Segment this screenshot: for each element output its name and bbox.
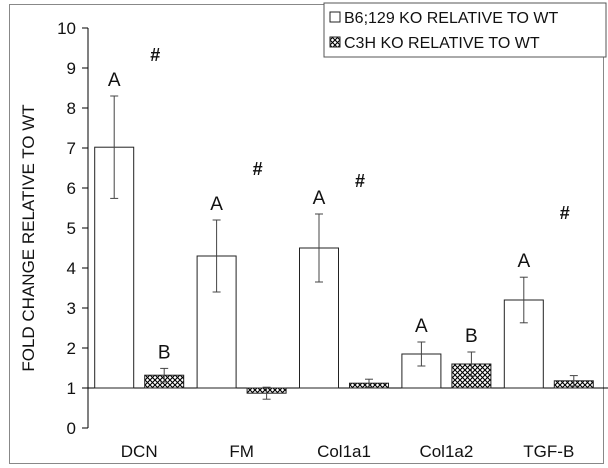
significance-label: A	[415, 316, 428, 337]
x-tick-label: TGF-B	[523, 442, 574, 461]
x-tick-label: Col1a1	[317, 442, 371, 461]
significance-label: B	[465, 326, 478, 347]
y-tick-label: 6	[67, 179, 76, 198]
hash-annotation: #	[355, 171, 365, 191]
y-tick-label: 3	[67, 299, 76, 318]
significance-label: A	[210, 194, 223, 215]
y-axis-title: FOLD CHANGE RELATIVE TO WT	[19, 104, 38, 371]
y-tick-label: 1	[67, 379, 76, 398]
legend-label: C3H KO RELATIVE TO WT	[344, 35, 540, 52]
significance-label: A	[517, 251, 530, 272]
hash-annotation: #	[560, 203, 570, 223]
legend-box	[323, 2, 607, 58]
x-tick-label: FM	[229, 442, 254, 461]
y-tick-label: 10	[57, 19, 76, 38]
y-tick-label: 5	[67, 219, 76, 238]
hash-annotation: #	[253, 159, 263, 179]
significance-label: A	[313, 188, 326, 209]
x-tick-label: DCN	[121, 442, 158, 461]
legend-label: B6;129 KO RELATIVE TO WT	[344, 10, 559, 27]
y-tick-label: 2	[67, 339, 76, 358]
legend-swatch	[329, 36, 341, 48]
y-tick-label: 9	[67, 59, 76, 78]
x-tick-label: Col1a2	[419, 442, 473, 461]
y-tick-label: 8	[67, 99, 76, 118]
y-tick-label: 4	[67, 259, 76, 278]
y-tick-label: 7	[67, 139, 76, 158]
chart-frame	[9, 4, 604, 464]
y-tick-label: 0	[67, 419, 76, 438]
significance-label: B	[158, 342, 171, 363]
legend-swatch	[329, 11, 341, 23]
significance-label: A	[108, 70, 121, 91]
hash-annotation: #	[150, 45, 160, 65]
